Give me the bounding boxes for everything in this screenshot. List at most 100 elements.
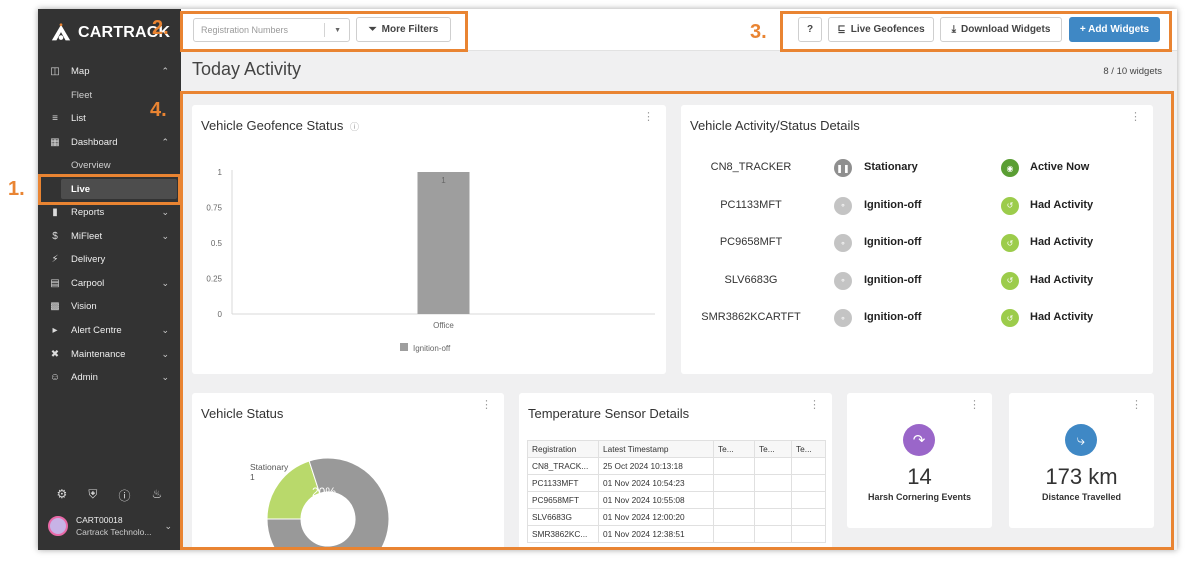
table-row[interactable]: CN8_TRACK... 25 Oct 2024 10:13:18	[527, 457, 826, 475]
table-header-cell[interactable]: Latest Timestamp	[598, 440, 714, 458]
sidebar-item-vision[interactable]: ▩ Vision	[38, 295, 181, 317]
app-window: CARTRACK ◫ Map ⌃ Fleet ≡ List ▦ Dashboar…	[38, 9, 1177, 550]
table-row[interactable]: PC9658MFT 01 Nov 2024 10:55:08	[527, 491, 826, 509]
legend-label[interactable]: Ignition-off	[413, 344, 451, 353]
route-icon: ⤷	[1065, 424, 1097, 456]
pie-percent: 20%	[312, 485, 336, 499]
history-icon: ↺	[1001, 196, 1019, 215]
activity-row[interactable]: CN8_TRACKER ❚❚ Stationary ◉ Active Now	[681, 157, 1151, 177]
download-widgets-button[interactable]: ⤓ Download Widgets	[940, 17, 1062, 42]
sidebar-item-admin[interactable]: ☺ Admin ⌄	[38, 366, 181, 388]
kebab-menu-icon[interactable]: ⋮	[1130, 111, 1141, 123]
kebab-menu-icon[interactable]: ⋮	[969, 399, 980, 411]
user-menu[interactable]: CART00018 Cartrack Technolo... ⌄	[48, 514, 178, 538]
calendar-icon: ▤	[50, 277, 60, 289]
sidebar-item-list[interactable]: ≡ List	[38, 107, 181, 129]
table-row[interactable]: SMR3862KC... 01 Nov 2024 12:38:51	[527, 525, 826, 543]
sidebar-item-fleet[interactable]: Fleet	[71, 85, 92, 105]
settings-icon[interactable]: ⚙	[56, 487, 68, 501]
sidebar-item-label: Carpool	[71, 277, 105, 289]
activity-row[interactable]: SLV6683G ⚬ Ignition-off ↺ Had Activity	[681, 270, 1151, 290]
sidebar-item-label: Fleet	[71, 89, 93, 101]
bar[interactable]	[417, 172, 470, 314]
activity-row[interactable]: PC1133MFT ⚬ Ignition-off ↺ Had Activity	[681, 195, 1151, 215]
brand-name: CARTRACK	[78, 24, 171, 41]
camera-icon: ▩	[50, 300, 60, 312]
live-geofences-button[interactable]: ⊑ Live Geofences	[828, 17, 934, 42]
table-header-cell[interactable]: Registration	[527, 440, 599, 458]
widget-title: Vehicle Geofence Status ⓘ	[201, 118, 360, 133]
pause-icon: ❚❚	[834, 159, 852, 177]
sidebar-item-label: Vision	[71, 300, 97, 312]
button-label: ?	[806, 24, 814, 35]
chevron-down-icon: ⌄	[161, 348, 169, 359]
table-cell	[754, 508, 792, 526]
geofence-bar-chart: 0 0.25 0.5 0.75 1 1 Office Ignition-off	[206, 168, 655, 353]
table-cell: PC9658MFT	[527, 491, 599, 509]
table-cell	[713, 508, 755, 526]
activity-row[interactable]: PC9658MFT ⚬ Ignition-off ↺ Had Activity	[681, 232, 1151, 252]
table-header-cell[interactable]: Te...	[754, 440, 792, 458]
sidebar-item-overview[interactable]: Overview	[71, 155, 111, 175]
more-filters-button[interactable]: ⏷ More Filters	[356, 17, 451, 42]
registration-placeholder: Registration Numbers	[201, 25, 289, 35]
kebab-menu-icon[interactable]: ⋮	[809, 399, 820, 411]
bell-icon[interactable]: ♨	[151, 487, 163, 501]
button-label: + Add Widgets	[1079, 24, 1150, 35]
y-tick-label: 0	[218, 310, 223, 319]
sidebar-item-map[interactable]: ◫ Map ⌃	[38, 60, 181, 82]
activity-row[interactable]: SMR3862KCARTFT ⚬ Ignition-off ↺ Had Activity	[681, 307, 1151, 327]
sidebar-item-live[interactable]: Live	[61, 179, 177, 199]
kebab-menu-icon[interactable]: ⋮	[481, 399, 492, 411]
add-widgets-button[interactable]: + Add Widgets	[1069, 17, 1160, 42]
chevron-down-icon: ⌄	[161, 324, 169, 335]
key-icon: ⚬	[834, 234, 852, 252]
sidebar-item-delivery[interactable]: ⚡ Delivery	[38, 248, 181, 270]
info-icon[interactable]: ⓘ	[350, 122, 360, 132]
filter-icon: ⏷	[368, 24, 377, 35]
sidebar-item-dashboard[interactable]: ▦ Dashboard ⌃	[38, 131, 181, 153]
help-button[interactable]: ?	[798, 17, 822, 42]
shield-icon[interactable]: ⛨	[88, 487, 98, 501]
table-cell	[791, 508, 826, 526]
bar-chart-icon: ▮	[52, 206, 58, 218]
table-row[interactable]: PC1133MFT 01 Nov 2024 10:54:23	[527, 474, 826, 492]
history-icon: ↺	[1001, 271, 1019, 290]
sidebar-item-label: Delivery	[71, 253, 106, 265]
sidebar-item-label: Map	[71, 65, 90, 77]
pie-label: Stationary	[250, 462, 289, 472]
sidebar-item-maintenance[interactable]: ✖ Maintenance ⌄	[38, 343, 181, 365]
activity-state: Had Activity	[1030, 311, 1094, 323]
pie-count: 1	[250, 472, 255, 482]
table-row[interactable]: SLV6683G 01 Nov 2024 12:00:20	[527, 508, 826, 526]
location-pin-icon: ◉	[1001, 159, 1019, 177]
help-icon[interactable]: ⓘ	[118, 489, 131, 503]
kebab-menu-icon[interactable]: ⋮	[643, 111, 654, 123]
sidebar-item-reports[interactable]: ▮ Reports ⌄	[38, 201, 181, 223]
registration-select[interactable]: Registration Numbers ▼	[193, 18, 350, 42]
table-header-cell[interactable]: Te...	[791, 440, 826, 458]
key-icon: ⚬	[834, 309, 852, 327]
dashboard-icon: ▦	[50, 136, 60, 148]
tools-icon: ✖	[50, 348, 60, 360]
user-name: CART00018	[76, 515, 123, 525]
legend-swatch	[400, 343, 408, 351]
activity-registration: PC9658MFT	[719, 236, 783, 248]
kebab-menu-icon[interactable]: ⋮	[1131, 399, 1142, 411]
brand-logo[interactable]: CARTRACK	[50, 22, 170, 44]
sidebar-item-label: List	[71, 112, 86, 124]
widget-title: Temperature Sensor Details	[528, 406, 690, 421]
table-cell	[754, 457, 792, 475]
table-cell: 25 Oct 2024 10:13:18	[598, 457, 714, 475]
activity-state: Had Activity	[1030, 236, 1094, 248]
history-icon: ↺	[1001, 309, 1019, 327]
table-cell	[713, 491, 755, 509]
step-marker-3: 3.	[750, 21, 767, 43]
sidebar-item-carpool[interactable]: ▤ Carpool ⌄	[38, 272, 181, 294]
table-header-cell[interactable]: Te...	[713, 440, 755, 458]
harsh-cornering-label: Harsh Cornering Events	[867, 492, 972, 502]
download-icon: ⤓	[951, 24, 957, 35]
donut-slice-other[interactable]	[266, 457, 390, 550]
sidebar-item-mifleet[interactable]: $ MiFleet ⌄	[38, 225, 181, 247]
sidebar-item-alert-centre[interactable]: ▸ Alert Centre ⌄	[38, 319, 181, 341]
